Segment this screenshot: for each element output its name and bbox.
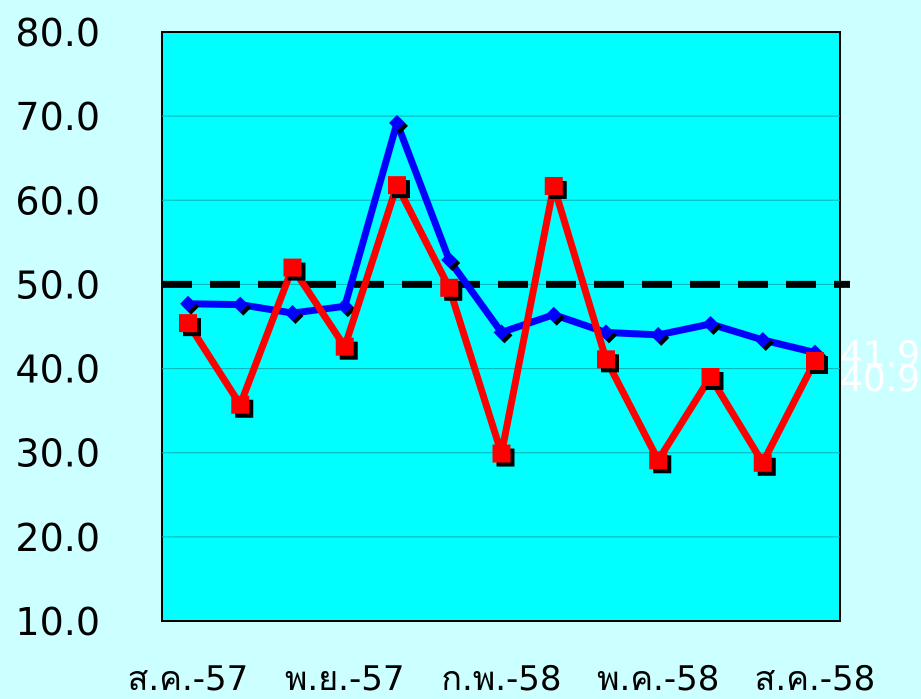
x-tick-label: ส.ค.-58 bbox=[755, 659, 876, 695]
data-point bbox=[335, 337, 354, 356]
y-tick-label: 20.0 bbox=[15, 516, 100, 560]
data-point bbox=[336, 298, 353, 315]
data-point bbox=[702, 315, 719, 332]
x-tick-label: พ.ย.-57 bbox=[285, 659, 404, 695]
data-point bbox=[283, 258, 302, 277]
y-tick-label: 60.0 bbox=[15, 179, 100, 223]
data-point bbox=[441, 252, 458, 269]
x-tick-label: พ.ค.-58 bbox=[597, 659, 719, 695]
data-point bbox=[701, 367, 720, 386]
data-point bbox=[753, 453, 772, 472]
data-point bbox=[597, 350, 615, 369]
data-point bbox=[231, 395, 250, 414]
y-tick-label: 10.0 bbox=[15, 600, 100, 644]
data-point bbox=[544, 176, 563, 195]
data-point bbox=[649, 451, 668, 470]
series-end-label: 40.9 bbox=[840, 359, 920, 400]
x-tick-label: ส.ค.-57 bbox=[128, 659, 249, 695]
data-point bbox=[492, 444, 511, 463]
series-end-label: 41.9 bbox=[840, 335, 920, 376]
y-tick-label: 80.0 bbox=[15, 11, 100, 55]
x-tick-label: ก.พ.-58 bbox=[441, 659, 561, 695]
data-point bbox=[806, 351, 824, 370]
data-point bbox=[389, 114, 405, 131]
data-point bbox=[180, 295, 196, 312]
y-tick-label: 40.0 bbox=[15, 348, 100, 392]
data-point bbox=[388, 176, 406, 195]
data-point bbox=[232, 296, 249, 313]
y-tick-label: 70.0 bbox=[15, 95, 100, 139]
data-point bbox=[284, 305, 301, 322]
data-point bbox=[650, 326, 667, 343]
data-point bbox=[179, 314, 197, 333]
data-point bbox=[545, 306, 562, 323]
data-point bbox=[440, 278, 459, 297]
y-tick-label: 50.0 bbox=[15, 263, 100, 307]
y-tick-label: 30.0 bbox=[15, 432, 100, 476]
data-point bbox=[754, 331, 771, 348]
data-point bbox=[493, 324, 510, 341]
